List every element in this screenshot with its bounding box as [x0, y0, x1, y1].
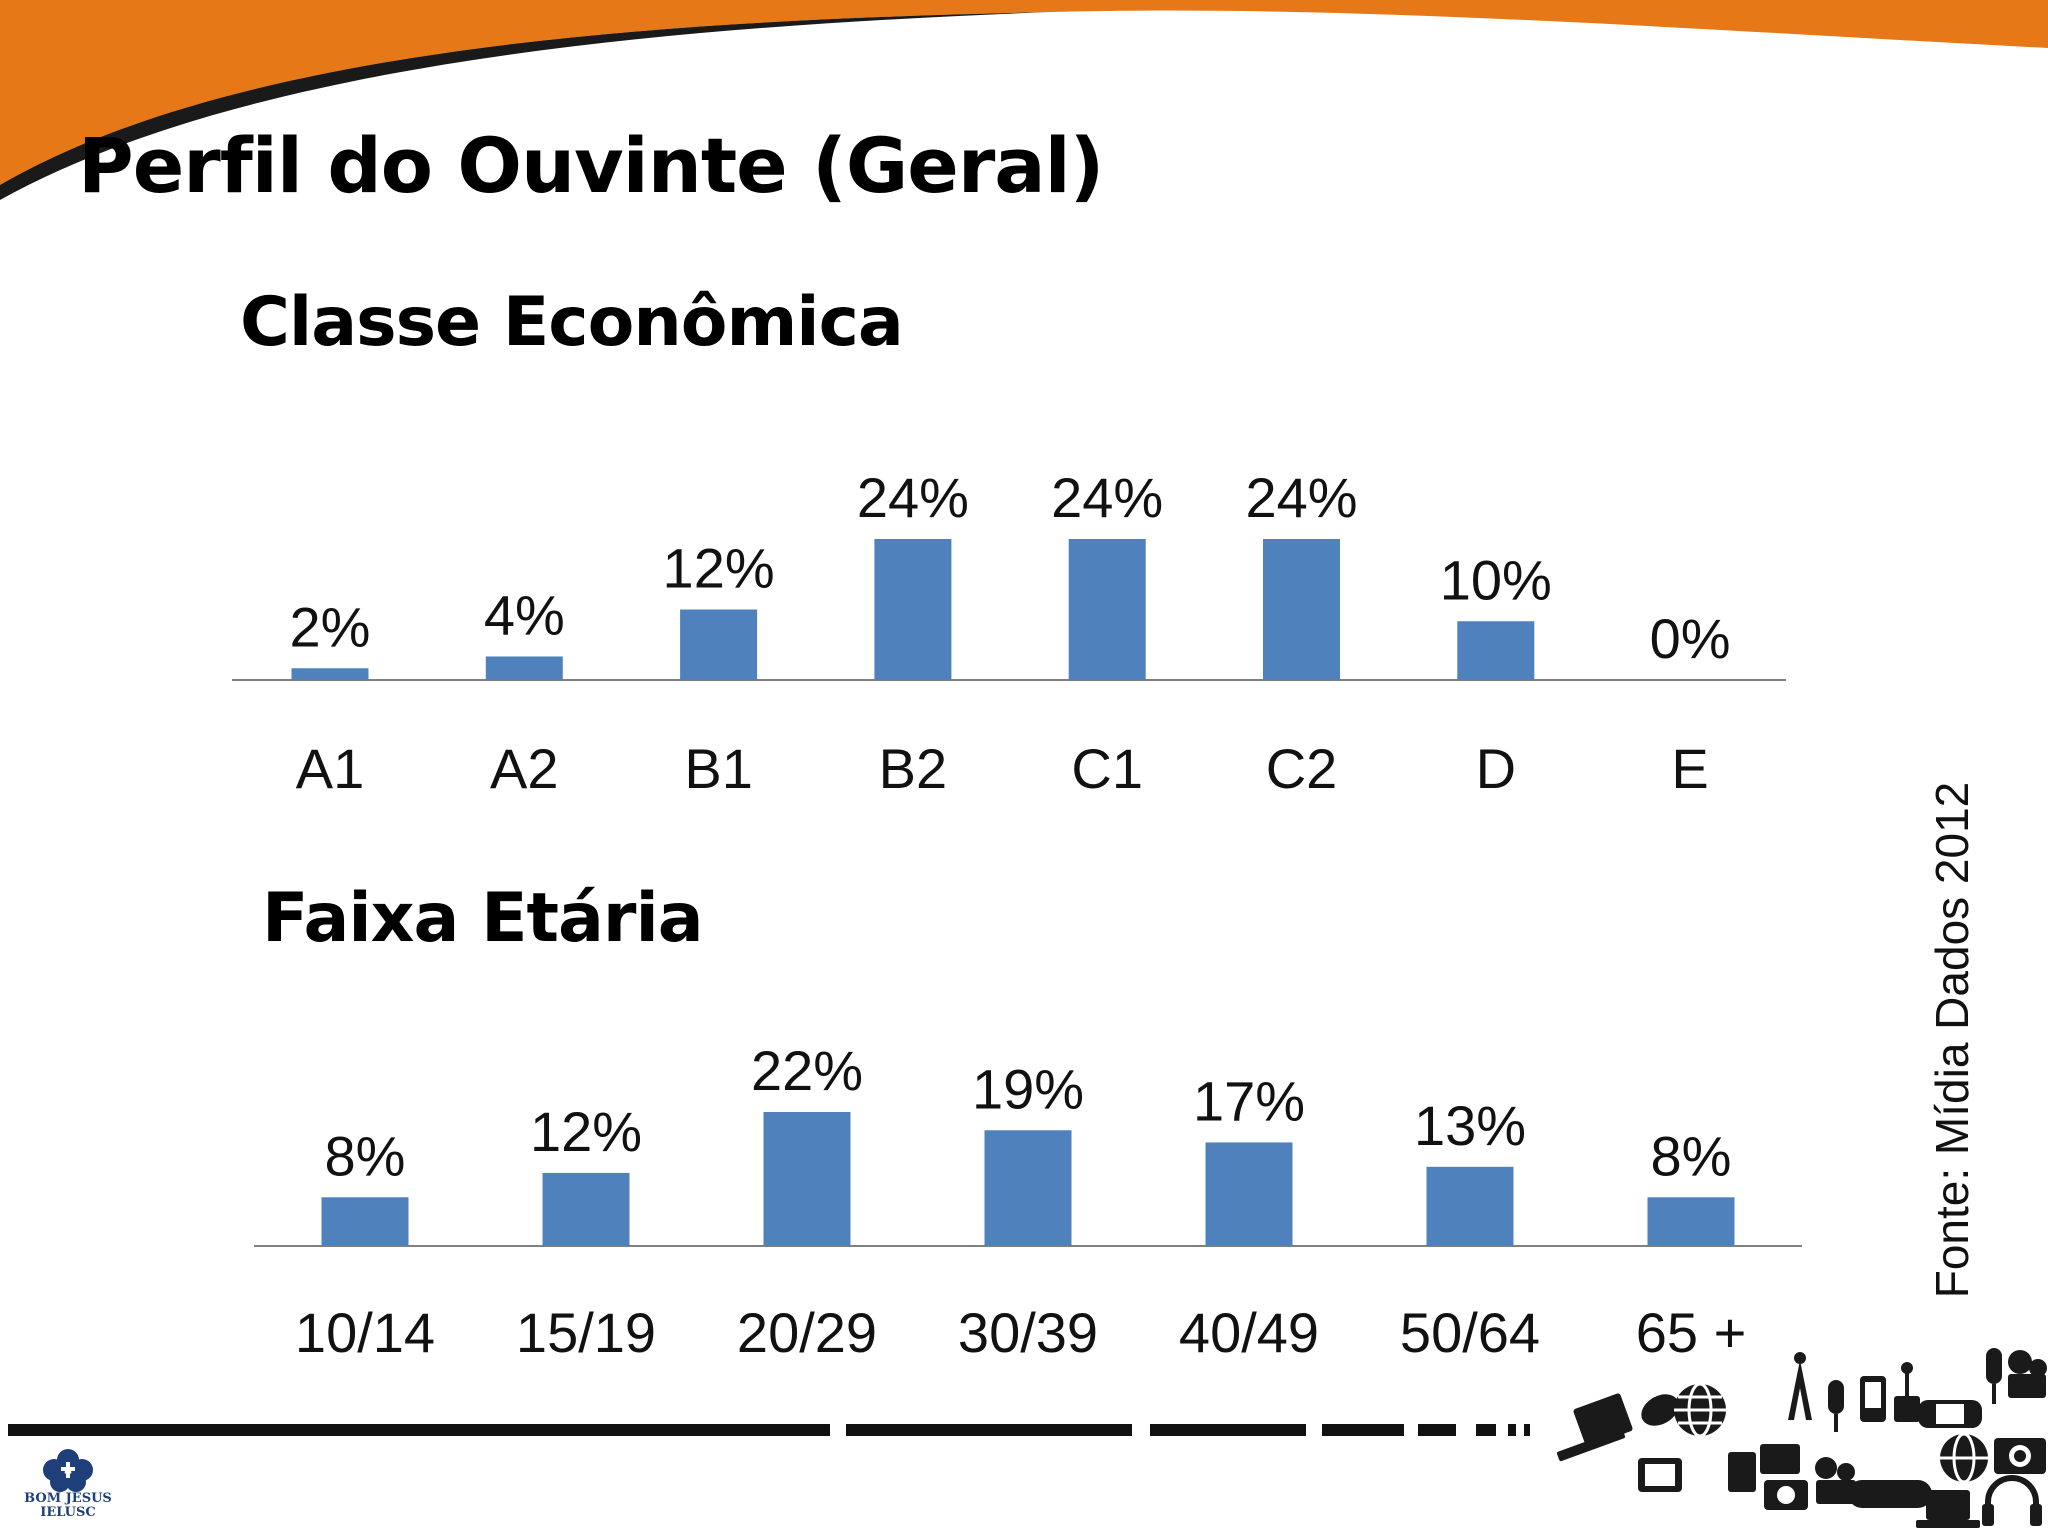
film-camera-icon-2 [1815, 1457, 1837, 1479]
data-label: 10% [1440, 548, 1552, 611]
category-label: 50/64 [1400, 1301, 1540, 1364]
footer-dash [1508, 1424, 1516, 1436]
footer-dash [1418, 1424, 1456, 1436]
bar-a1 [291, 668, 369, 680]
category-label: A1 [296, 737, 365, 800]
category-label: 20/29 [737, 1301, 877, 1364]
joystick-icon [1894, 1396, 1920, 1422]
bar-b2 [874, 539, 952, 680]
bar-30-39 [984, 1130, 1072, 1246]
footer-dash [1524, 1424, 1530, 1436]
data-label: 2% [290, 595, 371, 658]
bar-65 [1647, 1197, 1735, 1246]
category-label: 30/39 [958, 1301, 1098, 1364]
category-label: C2 [1266, 737, 1338, 800]
bar-15-19 [542, 1172, 630, 1246]
category-label: 65 + [1636, 1301, 1747, 1364]
bar-c2 [1263, 539, 1340, 680]
category-label: C1 [1071, 737, 1143, 800]
category-label: 10/14 [295, 1301, 435, 1364]
page-title: Perfil do Ouvinte (Geral) [78, 121, 1104, 210]
film-camera-icon [2008, 1350, 2032, 1374]
bar-20-29 [763, 1112, 851, 1246]
bom-jesus-logo-icon [43, 1449, 93, 1492]
chart-title-classe-economica: Classe Econômica [240, 283, 904, 362]
data-label: 12% [530, 1100, 642, 1163]
data-label: 24% [857, 466, 969, 529]
header-swoosh [0, 0, 2048, 200]
radio-tower-icon [1788, 1360, 1812, 1420]
category-label: D [1476, 737, 1516, 800]
category-label: A2 [490, 737, 559, 800]
media-devices-icon [1556, 1348, 2047, 1528]
footer-dash [1322, 1424, 1404, 1436]
mouse-icon [1641, 1394, 1679, 1426]
microphone-icon [1828, 1380, 1844, 1414]
category-label: 15/19 [516, 1301, 656, 1364]
category-label: B1 [684, 737, 753, 800]
logo-text-line2: IELUSC [40, 1505, 96, 1520]
footer-dash [8, 1424, 830, 1436]
category-label: E [1671, 737, 1708, 800]
bar-10-14 [321, 1197, 409, 1246]
source-text: Fonte: Mídia Dados 2012 [1926, 781, 1978, 1299]
footer-dash [1150, 1424, 1306, 1436]
footer-dash [1476, 1424, 1496, 1436]
bar-d [1457, 621, 1535, 680]
bar-a2 [485, 656, 563, 680]
data-label: 0% [1650, 607, 1731, 670]
microphone-icon-2 [1986, 1348, 2002, 1384]
headphones-icon [1985, 1475, 2039, 1516]
logo-text-line1: BOM JESUS [24, 1491, 112, 1506]
data-label: 22% [751, 1039, 863, 1102]
data-label: 13% [1414, 1094, 1526, 1157]
bar-50-64 [1426, 1166, 1514, 1246]
bar-c1 [1068, 539, 1146, 680]
data-label: 8% [1651, 1124, 1732, 1187]
data-label: 8% [325, 1124, 406, 1187]
data-label: 24% [1051, 466, 1163, 529]
data-label: 19% [972, 1057, 1084, 1120]
swoosh-orange [0, 0, 2048, 185]
bar-40-49 [1205, 1142, 1293, 1246]
data-label: 4% [484, 584, 565, 647]
swoosh-dark-line [0, 12, 1050, 200]
category-label: 40/49 [1179, 1301, 1319, 1364]
footer-dash [846, 1424, 1132, 1436]
gamepad-icon [1848, 1480, 1932, 1508]
tablet-icon [1728, 1452, 1756, 1492]
laptop-icon-2 [1926, 1490, 1970, 1520]
data-label: 24% [1245, 466, 1357, 529]
chart-title-faixa-etaria: Faixa Etária [262, 879, 704, 958]
data-label: 12% [663, 537, 775, 600]
bar-b1 [680, 609, 758, 680]
footer-dashed-rule [8, 1424, 1530, 1436]
data-label: 17% [1193, 1069, 1305, 1132]
category-label: B2 [879, 737, 948, 800]
